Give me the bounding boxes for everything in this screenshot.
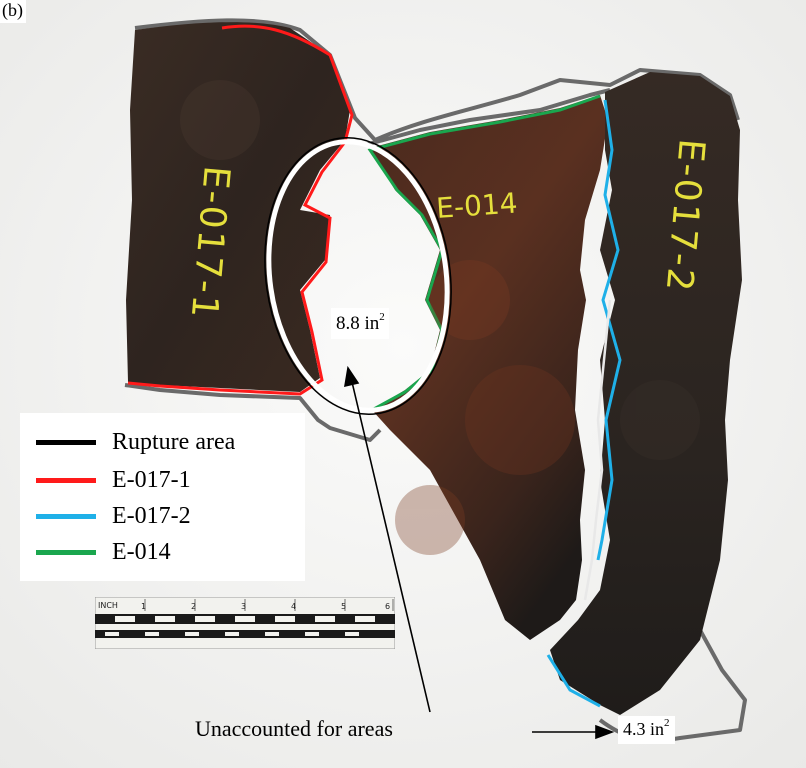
rupture-outline	[124, 18, 747, 743]
legend-swatch-e-014	[36, 549, 96, 555]
legend-label-e-017-1: E-017-1	[112, 466, 191, 493]
unaccounted-areas-caption: Unaccounted for areas	[195, 716, 393, 741]
legend-swatch-e-017-1	[36, 477, 96, 483]
fragment-e-017-1	[126, 22, 350, 392]
area-label-2: 4.3 in2	[618, 716, 675, 744]
legend: Rupture area E-017-1 E-017-2 E-014	[20, 413, 305, 581]
scale-ruler: INCH 1 2 3 4 5 6	[95, 597, 395, 649]
area-label-2-value: 4.3 in	[623, 719, 665, 739]
legend-item-e-014: E-014	[36, 537, 171, 567]
legend-swatch-rupture	[36, 439, 96, 445]
crack-line	[583, 299, 612, 601]
e-017-2-blue-edge	[546, 99, 622, 708]
marking-e-014: E-014	[435, 186, 518, 225]
ruler-num-1: 1	[141, 602, 146, 611]
ruler-num-5: 5	[341, 602, 346, 611]
ruler-unit-label: INCH	[98, 601, 118, 610]
legend-swatch-e-017-2	[36, 513, 96, 519]
area-label-2-exponent: 2	[664, 717, 670, 729]
area-label-1: 8.8 in2	[331, 308, 389, 339]
legend-label-rupture: Rupture area	[112, 428, 236, 455]
fragment-e-017-2	[550, 72, 742, 715]
area-label-1-exponent: 2	[379, 311, 385, 323]
ruler-num-2: 2	[191, 602, 196, 611]
area-label-1-value: 8.8 in	[336, 313, 380, 334]
ruler-num-6: 6	[385, 602, 390, 611]
figure-label: (b)	[0, 0, 26, 23]
legend-item-e-017-2: E-017-2	[36, 501, 191, 531]
ruler-num-3: 3	[241, 602, 246, 611]
fragment-e-014	[370, 95, 608, 640]
legend-label-e-017-2: E-017-2	[112, 502, 191, 529]
e-017-1-red-edge	[127, 24, 354, 396]
legend-item-e-017-1: E-017-1	[36, 465, 191, 495]
legend-item-rupture: Rupture area	[36, 427, 235, 457]
ruler-num-4: 4	[291, 602, 296, 611]
annotation-arrows	[344, 365, 615, 740]
e-014-green-edge	[367, 94, 601, 412]
unaccounted-area-ellipse	[266, 139, 450, 413]
rust-texture	[180, 80, 700, 555]
legend-label-e-014: E-014	[112, 538, 171, 565]
